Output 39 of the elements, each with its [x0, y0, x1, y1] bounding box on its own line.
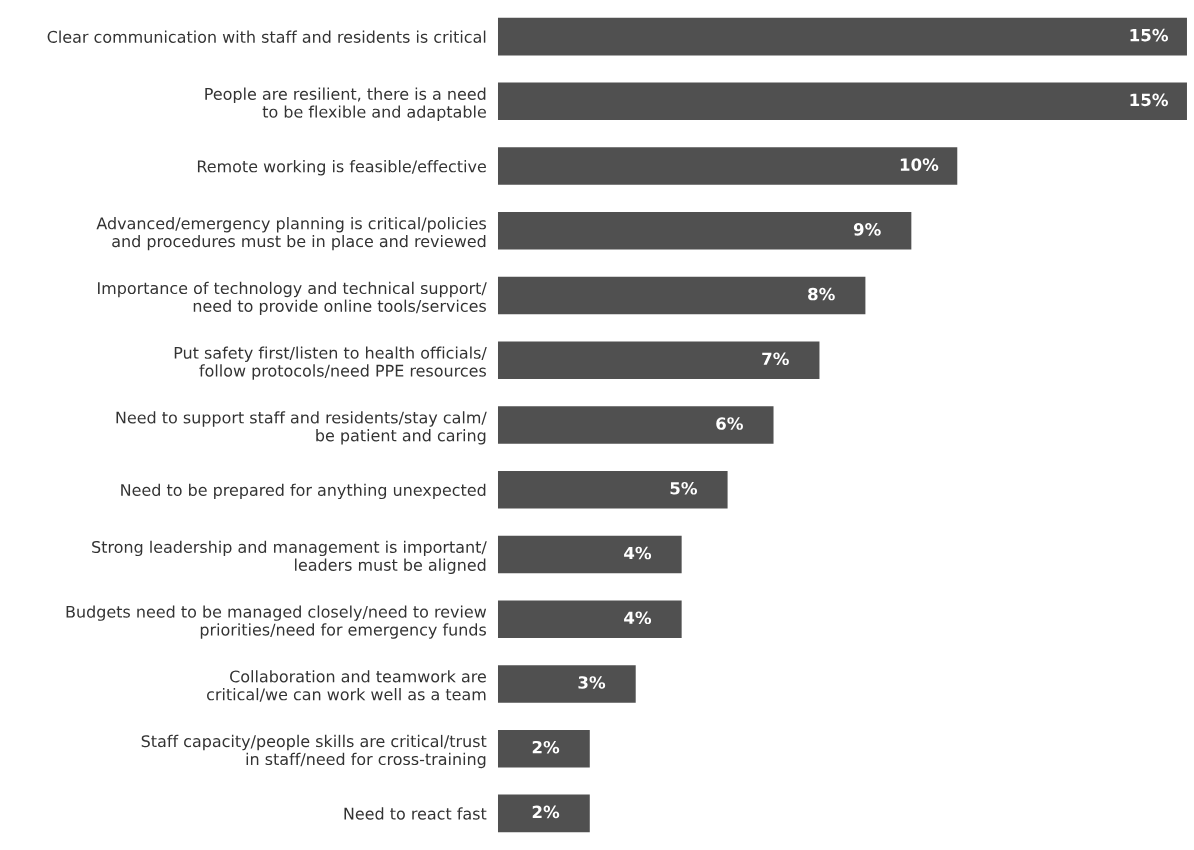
- y-tick-label: Clear communication with staff and residents is critical: [47, 30, 486, 43]
- y-tick-label: Put safety first/listen to health officials/ follow protocols/need PPE resources: [174, 346, 487, 380]
- data-label: 4%: [624, 546, 652, 560]
- y-tick-label: Remote working is feasible/effective: [197, 160, 486, 176]
- bar: [497, 17, 1187, 56]
- bar: [497, 600, 682, 638]
- y-tick-label: Need to react fast: [344, 807, 487, 820]
- bar: [497, 470, 728, 509]
- y-tick-label: People are resilient, there is a need to be flexible and adaptable: [205, 87, 486, 121]
- data-label: 4%: [624, 611, 652, 625]
- y-tick-label: Collaboration and teamwork are critical/we can work well as a team: [207, 670, 486, 702]
- data-label: 5%: [670, 481, 698, 495]
- y-tick-label: Budgets need to be managed closely/need to review priorities/need for emergency funds: [66, 605, 487, 639]
- bar: [497, 535, 682, 574]
- data-label: 15%: [1130, 93, 1168, 107]
- bar: [497, 147, 958, 185]
- bar: [497, 276, 866, 315]
- data-label: 9%: [853, 223, 881, 236]
- data-label: 15%: [1130, 28, 1168, 42]
- data-label: 8%: [808, 287, 835, 301]
- bar: [497, 82, 1187, 121]
- data-label: 2%: [532, 740, 560, 754]
- bar: [497, 665, 636, 703]
- y-tick-label: Strong leadership and management is important/ leaders must be aligned: [92, 540, 487, 575]
- y-tick-label: Need to support staff and residents/stay calm/ be patient and caring: [116, 411, 487, 445]
- data-label: 6%: [716, 417, 743, 430]
- data-label: 10%: [900, 158, 939, 171]
- bar: [497, 729, 590, 768]
- y-tick-label: Advanced/emergency planning is critical/policies and procedures must be in place and reviewed: [96, 217, 486, 251]
- y-tick-label: Need to be prepared for anything unexpected: [121, 483, 486, 500]
- data-label: 2%: [532, 805, 560, 819]
- data-label: 3%: [578, 676, 606, 689]
- bar: [497, 212, 912, 250]
- bar: [497, 794, 590, 833]
- y-tick-label: Staff capacity/people skills are critical/trust in staff/need for cross-training: [141, 734, 487, 769]
- bar: [497, 406, 774, 444]
- data-label: 7%: [762, 352, 789, 366]
- bar: [497, 341, 820, 380]
- y-tick-label: Importance of technology and technical support/ need to provide online tools/services: [98, 281, 487, 316]
